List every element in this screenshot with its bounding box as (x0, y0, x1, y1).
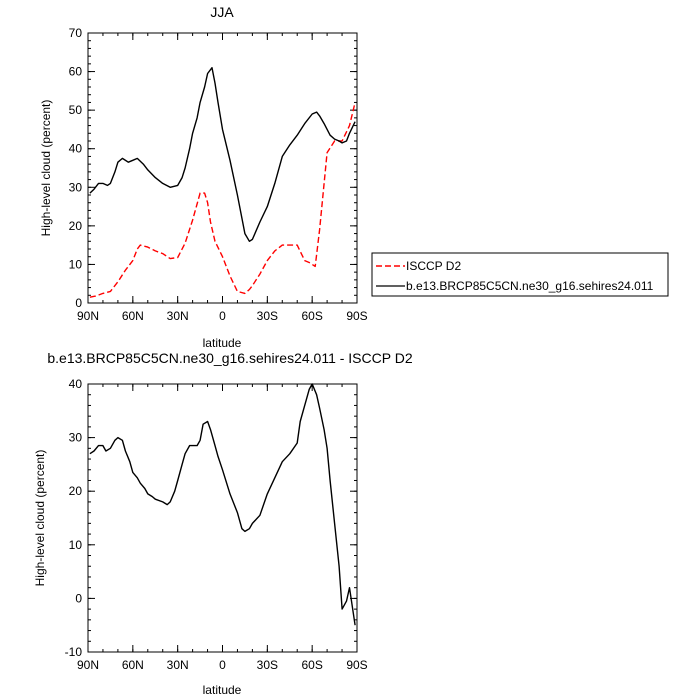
legend-label-isccp: ISCCP D2 (406, 259, 461, 273)
top-x-tick-label: 30S (257, 309, 278, 323)
top-y-tick-label: 70 (69, 26, 83, 40)
bottom-x-tick-label: 60N (122, 658, 144, 672)
bottom-panel: b.e13.BRCP85C5CN.ne30_g16.sehires24.011 … (33, 350, 413, 697)
bottom-x-tick-label: 0 (219, 658, 226, 672)
bottom-y-tick-label: -10 (65, 645, 83, 659)
top-y-axis-label: High-level cloud (percent) (39, 100, 53, 237)
top-x-tick-label: 30N (167, 309, 189, 323)
top-x-tick-label: 60N (122, 309, 144, 323)
top-y-tick-label: 50 (69, 103, 83, 117)
bottom-x-tick-label: 30S (257, 658, 278, 672)
bottom-y-tick-label: 40 (69, 377, 83, 391)
bottom-x-tick-label: 60S (301, 658, 322, 672)
top-series-line-1 (89, 66, 356, 243)
legend: ISCCP D2 b.e13.BRCP85C5CN.ne30_g16.sehir… (371, 252, 669, 297)
bottom-x-axis-label: latitude (203, 683, 242, 697)
bottom-x-tick-label: 90N (77, 658, 99, 672)
top-y-tick-label: 20 (69, 219, 83, 233)
top-y-tick-label: 10 (69, 257, 83, 271)
bottom-series-line-0 (89, 383, 356, 626)
top-plot-frame (87, 32, 358, 304)
bottom-y-axis-label: High-level cloud (percent) (33, 450, 47, 587)
bottom-x-tick-label: 90S (346, 658, 367, 672)
bottom-y-tick-label: 20 (69, 484, 83, 498)
top-y-tick-label: 60 (69, 65, 83, 79)
bottom-y-tick-label: 10 (69, 538, 83, 552)
legend-label-model: b.e13.BRCP85C5CN.ne30_g16.sehires24.011 (406, 279, 654, 293)
top-x-tick-label: 0 (219, 309, 226, 323)
top-chart-title: JJA (210, 4, 234, 20)
top-plot-area: 90N 60N 30N 0 30S 60S 90S 0 10 20 30 40 50 60 70 (69, 26, 368, 323)
bottom-plot-area: 90N 60N 30N 0 30S 60S 90S -10 0 10 20 30 40 (65, 377, 368, 672)
top-x-tick-label: 60S (301, 309, 322, 323)
top-y-tick-label: 40 (69, 142, 83, 156)
top-series-line-0 (89, 102, 356, 298)
legend-box (371, 252, 669, 297)
top-x-axis-label: latitude (203, 336, 242, 350)
bottom-y-tick-label: 0 (75, 591, 82, 605)
top-y-tick-label: 30 (69, 180, 83, 194)
top-y-tick-label: 0 (75, 296, 82, 310)
bottom-y-tick-label: 30 (69, 431, 83, 445)
bottom-chart-title: b.e13.BRCP85C5CN.ne30_g16.sehires24.011 … (47, 350, 412, 366)
top-panel: JJA 90N 60N 30N 0 30S 60S 90S 0 10 20 30 40 50 60 70 l… (39, 4, 368, 350)
bottom-x-tick-label: 30N (167, 658, 189, 672)
top-x-tick-label: 90S (346, 309, 367, 323)
bottom-plot-frame (87, 383, 358, 653)
top-x-tick-label: 90N (77, 309, 99, 323)
